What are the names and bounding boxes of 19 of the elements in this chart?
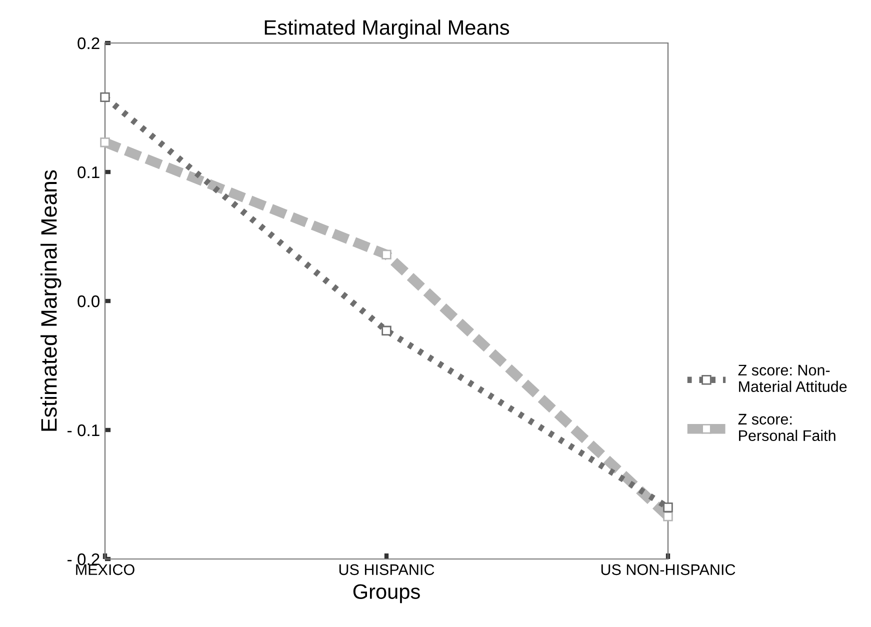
y-tick-label: 0.1: [78, 166, 100, 178]
y-axis-title: Estimated Marginal Means: [40, 170, 62, 431]
x-tick-label: US NON-HISPANIC: [601, 564, 736, 576]
y-tick-label: 0.0: [78, 295, 100, 308]
y-tick-label: - 0.2: [68, 553, 100, 566]
x-axis-title: Groups: [353, 584, 420, 604]
chart-title: Estimated Marginal Means: [264, 20, 510, 39]
legend-label: Z score: Non- Material Attitude: [738, 364, 847, 392]
x-tick-label: US HISPANIC: [339, 564, 434, 576]
point: [100, 92, 110, 102]
y-tick-label: 0.2: [78, 37, 100, 50]
point: [100, 137, 110, 148]
y-tick-label: - 0.1: [68, 424, 100, 436]
point: [663, 512, 673, 522]
point: [382, 326, 392, 336]
point: [663, 502, 673, 512]
legend-label: Z score: Personal Faith: [738, 414, 836, 442]
point: [382, 250, 392, 260]
x-tick-label: MEXICO: [76, 564, 134, 576]
